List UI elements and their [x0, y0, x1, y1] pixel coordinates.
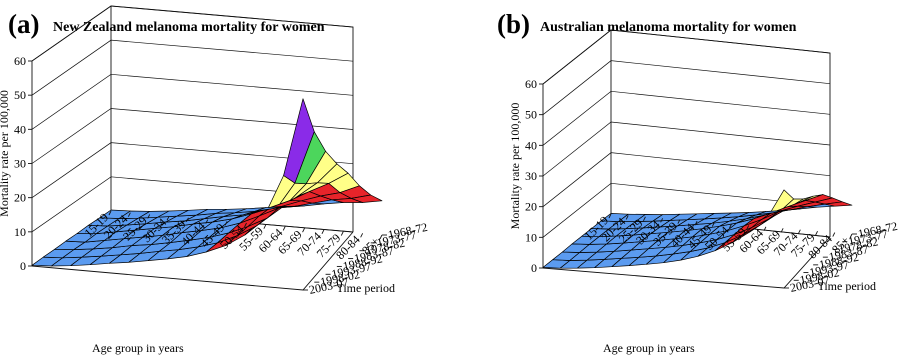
panel-letter: (b): [497, 9, 530, 39]
y-tick-label: 20: [14, 191, 26, 205]
panel-letter: (a): [8, 9, 39, 39]
y-tick-label: 50: [525, 108, 537, 122]
panel-title: New Zealand melanoma mortality for women: [53, 20, 325, 35]
x-tick-mark: [147, 214, 151, 219]
surface-panel: (a) New Zealand melanoma mortality for wo…: [0, 5, 429, 355]
x-tick-mark: [127, 212, 131, 217]
y-tick-label: 30: [525, 169, 537, 183]
x-tick-mark: [108, 210, 112, 216]
x-tick-mark: [780, 228, 784, 233]
gridline: [542, 121, 831, 177]
x-axis-label: Age group in years: [92, 341, 184, 355]
gridline: [31, 142, 354, 198]
x-tick-mark: [849, 233, 853, 239]
gridline: [31, 39, 354, 96]
x-tick-mark: [711, 222, 715, 227]
x-tick-mark: [244, 222, 247, 228]
x-tick-mark: [608, 213, 612, 219]
gridline: [542, 90, 831, 146]
surface-cell: [351, 194, 383, 203]
x-tick-mark: [360, 233, 364, 238]
y-tick-label: 20: [525, 200, 537, 214]
x-tick-mark: [263, 224, 267, 229]
x-tick-mark: [660, 218, 664, 223]
x-tick-mark: [205, 219, 209, 224]
x-tick-mark: [186, 217, 189, 223]
x-tick-mark: [729, 223, 732, 229]
y-tick-label: 0: [20, 259, 26, 273]
y-tick-label: 60: [525, 77, 537, 91]
x-tick-mark: [321, 229, 325, 235]
x-tick-mark: [694, 220, 698, 226]
x-tick-mark: [832, 232, 836, 237]
y-tick-label: 0: [531, 261, 537, 275]
x-tick-mark: [815, 230, 818, 236]
gridline: [542, 182, 831, 238]
y-tick-label: 40: [14, 122, 26, 136]
gridline: [542, 29, 831, 85]
x-tick-mark: [302, 227, 305, 233]
x-tick-mark: [677, 219, 681, 224]
gridline: [542, 60, 831, 115]
gridline: [31, 5, 354, 62]
y-axis-label: Mortality rate per 100,000: [0, 90, 11, 217]
x-axis-label: Age group in years: [603, 341, 695, 355]
x-tick-mark: [166, 215, 170, 221]
y-tick-label: 60: [14, 54, 26, 68]
gridline: [542, 152, 831, 207]
z-axis-label: Time period: [817, 279, 876, 293]
gridline: [31, 108, 354, 164]
y-tick-label: 10: [525, 230, 537, 244]
x-tick-mark: [340, 231, 344, 236]
panel-title: Australian melanoma mortality for women: [540, 20, 797, 35]
y-tick-label: 40: [525, 138, 537, 152]
y-tick-label: 30: [14, 157, 26, 171]
x-tick-mark: [763, 226, 767, 232]
x-tick-mark: [643, 216, 646, 222]
gridline: [31, 176, 354, 233]
y-axis-label: Mortality rate per 100,000: [508, 103, 522, 230]
gridline: [31, 73, 354, 130]
surface-cell: [824, 201, 853, 207]
x-tick-mark: [282, 226, 286, 231]
y-tick-label: 10: [14, 225, 26, 239]
x-tick-mark: [797, 229, 801, 234]
z-axis-label: Time period: [336, 281, 395, 295]
x-tick-mark: [625, 215, 629, 220]
x-tick-mark: [379, 234, 383, 240]
surface-panel: (b) Australian melanoma mortality for wom…: [497, 9, 899, 355]
x-tick-mark: [746, 225, 750, 230]
y-tick-label: 50: [14, 88, 26, 102]
x-tick-mark: [224, 221, 228, 226]
